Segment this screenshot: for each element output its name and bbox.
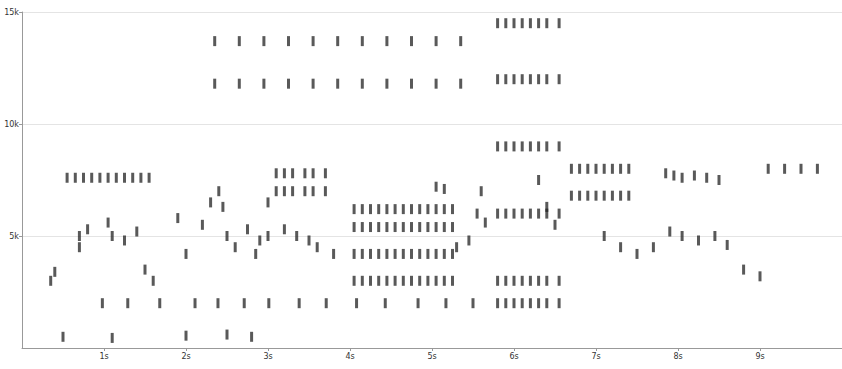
- svg-text:6s: 6s: [509, 352, 518, 361]
- svg-text:8s: 8s: [673, 352, 682, 361]
- svg-text:5k: 5k: [9, 232, 19, 241]
- svg-text:15k: 15k: [4, 8, 19, 17]
- svg-text:9s: 9s: [755, 352, 764, 361]
- svg-text:4s: 4s: [345, 352, 354, 361]
- svg-text:1s: 1s: [99, 352, 108, 361]
- svg-text:2s: 2s: [181, 352, 190, 361]
- svg-text:10k: 10k: [4, 120, 19, 129]
- svg-text:5s: 5s: [427, 352, 436, 361]
- svg-text:3s: 3s: [263, 352, 272, 361]
- svg-text:7s: 7s: [591, 352, 600, 361]
